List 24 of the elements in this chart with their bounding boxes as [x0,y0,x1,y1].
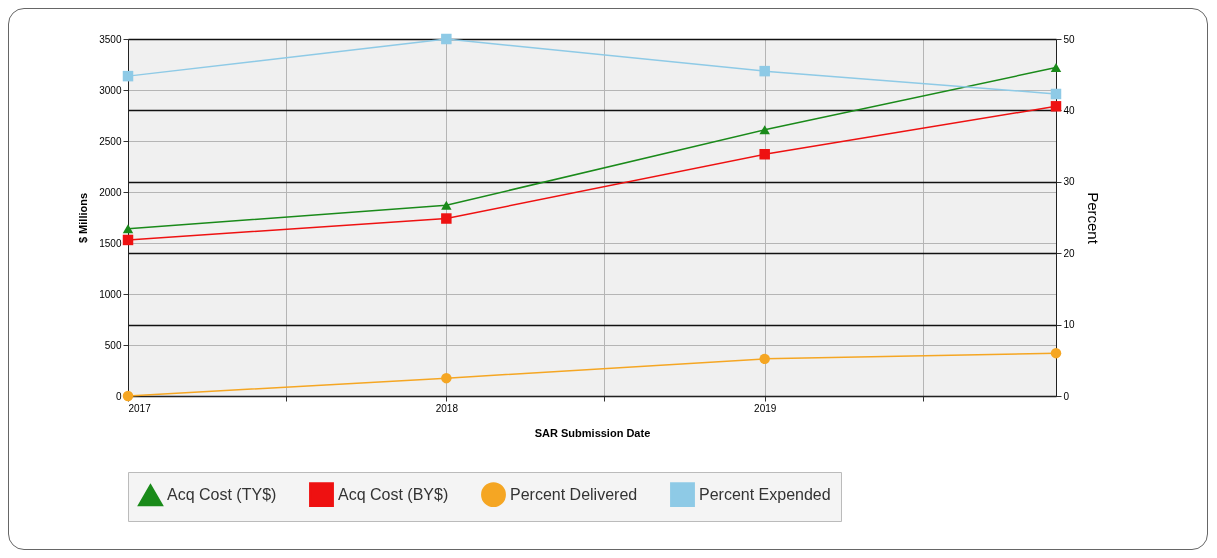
y2-tick-label: 50 [1063,33,1076,45]
y2-tick-label: 30 [1063,176,1076,188]
y-tick-label: 0 [115,390,122,402]
y-tick-label: 1000 [99,288,122,300]
y-tick-label: 3500 [99,33,122,45]
x-tick-label: 2017 [128,402,152,414]
y-tick-label: 2500 [99,135,122,147]
y-tick-label: 3000 [99,84,122,96]
x-tick-label: 2019 [754,402,777,414]
legend-label: Acq Cost (BY$) [338,485,449,503]
y-axis-title: $ Millions [77,192,90,244]
y2-tick-label: 20 [1063,247,1076,259]
y-tick-label: 500 [104,339,122,351]
x-tick-label: 2018 [435,402,459,414]
y-tick-label: 1500 [99,237,122,249]
y-tick-label: 2000 [99,186,122,198]
y2-axis-title: Percent [1084,192,1102,245]
legend-label: Percent Expended [699,485,831,503]
y2-tick-label: 0 [1063,390,1070,402]
legend-label: Acq Cost (TY$) [167,486,277,504]
y2-tick-label: 10 [1063,319,1076,331]
x-axis-title: SAR Submission Date [534,426,651,439]
y2-tick-label: 40 [1063,104,1076,116]
legend-label: Percent Delivered [510,485,638,503]
